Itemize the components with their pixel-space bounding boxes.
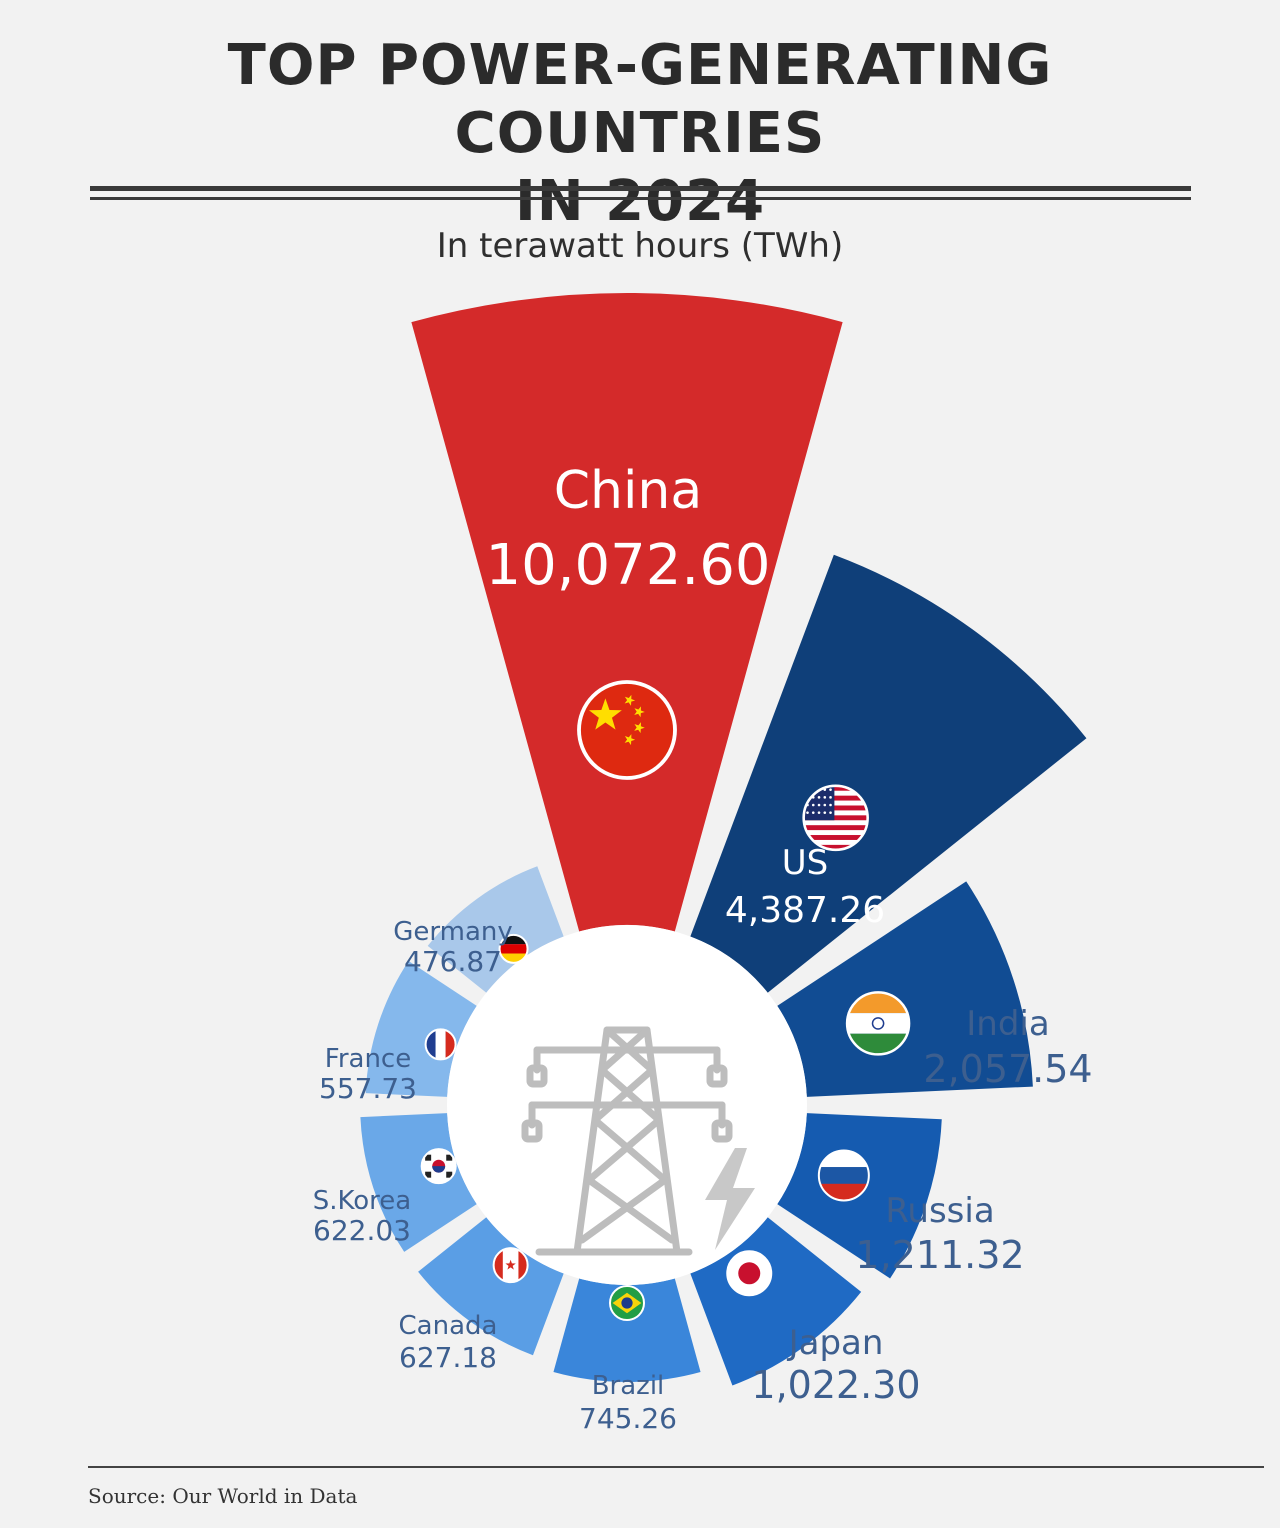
- value-us: 4,387.26: [725, 890, 885, 931]
- india-flag-icon: [845, 991, 911, 1056]
- bar-france: [365, 960, 477, 1097]
- transmission-tower-with-lightning-icon: [521, 1026, 733, 1256]
- brazil-flag-icon: [609, 1285, 645, 1321]
- label-russia: Russia: [885, 1191, 994, 1231]
- title-rule-thick: [90, 186, 1191, 191]
- label-france: France: [325, 1044, 411, 1074]
- russia-flag-icon: [817, 1149, 870, 1202]
- label-s-korea: S.Korea: [313, 1186, 411, 1216]
- title-line-2: IN 2024: [514, 169, 766, 234]
- us-flag-icon: [802, 784, 869, 852]
- title-line-1: TOP POWER-GENERATING COUNTRIES: [227, 33, 1053, 166]
- value-france: 557.73: [319, 1072, 417, 1105]
- bar-china: [411, 293, 843, 932]
- germany-flag-icon: [498, 933, 529, 964]
- value-india: 2,057.54: [923, 1047, 1092, 1091]
- chart-title: TOP POWER-GENERATING COUNTRIES IN 2024: [40, 32, 1240, 236]
- bar-us: [690, 554, 1087, 993]
- bar-brazil: [553, 1278, 701, 1382]
- value-s-korea: 622.03: [313, 1214, 411, 1247]
- bar-germany: [427, 866, 564, 993]
- canada-flag-icon: [492, 1247, 529, 1284]
- label-china: China: [554, 461, 703, 521]
- bar-india: [777, 881, 1033, 1097]
- value-russia: 1,211.32: [855, 1233, 1024, 1277]
- source-rule: [88, 1466, 1264, 1468]
- japan-flag-icon: [726, 1250, 773, 1297]
- south-korea-flag-icon: [420, 1148, 457, 1185]
- label-india: India: [966, 1004, 1049, 1044]
- value-brazil: 745.26: [579, 1402, 677, 1435]
- source-note: Source: Our World in Data: [88, 1484, 358, 1508]
- label-japan: Japan: [787, 1323, 884, 1363]
- value-canada: 627.18: [399, 1341, 497, 1374]
- bar-canada: [418, 1217, 564, 1356]
- bar-s-korea: [360, 1113, 477, 1252]
- china-flag-icon: [577, 680, 677, 780]
- value-germany: 476.87: [404, 945, 502, 978]
- label-canada: Canada: [399, 1311, 498, 1341]
- chart-subtitle: In terawatt hours (TWh): [436, 226, 844, 266]
- label-brazil: Brazil: [592, 1371, 665, 1401]
- value-china: 10,072.60: [485, 533, 770, 598]
- label-us: US: [782, 843, 828, 883]
- lightning-icon: [705, 1148, 755, 1250]
- title-rule-thin: [90, 197, 1191, 200]
- france-flag-icon: [424, 1028, 457, 1061]
- value-japan: 1,022.30: [751, 1363, 920, 1407]
- label-germany: Germany: [393, 917, 513, 947]
